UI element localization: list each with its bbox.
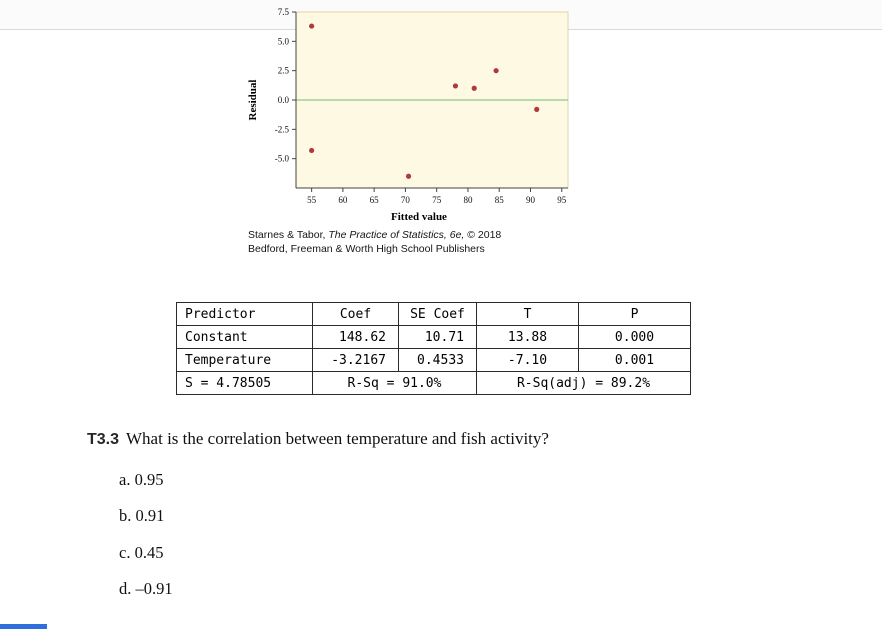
svg-text:0.0: 0.0 (278, 95, 290, 105)
table-header-row: Predictor Coef SE Coef T P (176, 302, 691, 326)
table-row-temperature: Temperature -3.2167 0.4533 -7.10 0.001 (176, 348, 691, 372)
svg-text:90: 90 (526, 195, 536, 205)
cell-r-sq-adj: R-Sq(adj) = 89.2% (476, 371, 691, 395)
answer-option-d: d. –0.91 (119, 579, 173, 598)
cell-predictor: Constant (176, 325, 313, 349)
table-footer-row: S = 4.78505 R-Sq = 91.0% R-Sq(adj) = 89.… (176, 371, 691, 395)
cell-p: 0.000 (578, 325, 691, 349)
answer-option-b: b. 0.91 (119, 506, 165, 525)
cell-t: 13.88 (476, 325, 579, 349)
svg-text:55: 55 (307, 195, 317, 205)
svg-text:7.5: 7.5 (278, 7, 290, 17)
credit-line-1: Starnes & Tabor, The Practice of Statist… (248, 229, 501, 243)
svg-text:2.5: 2.5 (278, 66, 290, 76)
credit-book-title: The Practice of Statistics, 6e, (328, 229, 465, 241)
cell-coef: 148.62 (312, 325, 399, 349)
col-header-t: T (476, 302, 579, 326)
credit-line-2: Bedford, Freeman & Worth High School Pub… (248, 242, 485, 255)
cell-se-coef: 0.4533 (398, 348, 477, 372)
cell-predictor: Temperature (176, 348, 313, 372)
question-number: T3.3 (87, 431, 120, 448)
svg-text:60: 60 (338, 195, 348, 205)
svg-text:65: 65 (370, 195, 380, 205)
credit-authors: Starnes & Tabor, (248, 229, 329, 241)
svg-text:Residual: Residual (247, 80, 259, 121)
svg-text:Fitted value: Fitted value (391, 211, 447, 223)
svg-text:-2.5: -2.5 (275, 124, 290, 134)
video-progress-bar[interactable] (0, 624, 47, 629)
svg-text:75: 75 (432, 195, 442, 205)
svg-text:70: 70 (401, 195, 411, 205)
source-credit: Starnes & Tabor, The Practice of Statist… (248, 229, 501, 256)
svg-text:80: 80 (463, 195, 473, 205)
question-text: What is the correlation between temperat… (126, 429, 549, 448)
cell-s-value: S = 4.78505 (176, 371, 313, 395)
cell-r-sq: R-Sq = 91.0% (312, 371, 477, 395)
col-header-p: P (578, 302, 691, 326)
cell-p: 0.001 (578, 348, 691, 372)
answer-option-c: c. 0.45 (119, 543, 164, 562)
svg-text:95: 95 (557, 195, 567, 205)
question: T3.3 What is the correlation between temp… (87, 429, 549, 449)
col-header-coef: Coef (312, 302, 399, 326)
cell-se-coef: 10.71 (398, 325, 477, 349)
cell-t: -7.10 (476, 348, 579, 372)
col-header-se-coef: SE Coef (398, 302, 477, 326)
answer-option-a: a. 0.95 (119, 470, 164, 489)
cell-coef: -3.2167 (312, 348, 399, 372)
svg-text:85: 85 (495, 195, 505, 205)
credit-year: © 2018 (464, 229, 502, 241)
col-header-predictor: Predictor (176, 302, 313, 326)
table-row-constant: Constant 148.62 10.71 13.88 0.000 (176, 325, 691, 349)
regression-output-table: Predictor Coef SE Coef T P Constant 148.… (176, 302, 691, 395)
svg-text:-5.0: -5.0 (275, 154, 290, 164)
svg-text:5.0: 5.0 (278, 36, 290, 46)
residual-plot: 7.5 5.0 2.5 0.0 -2.5 -5.0 55 60 65 70 75 80 85 90 95 Re… (247, 7, 569, 223)
